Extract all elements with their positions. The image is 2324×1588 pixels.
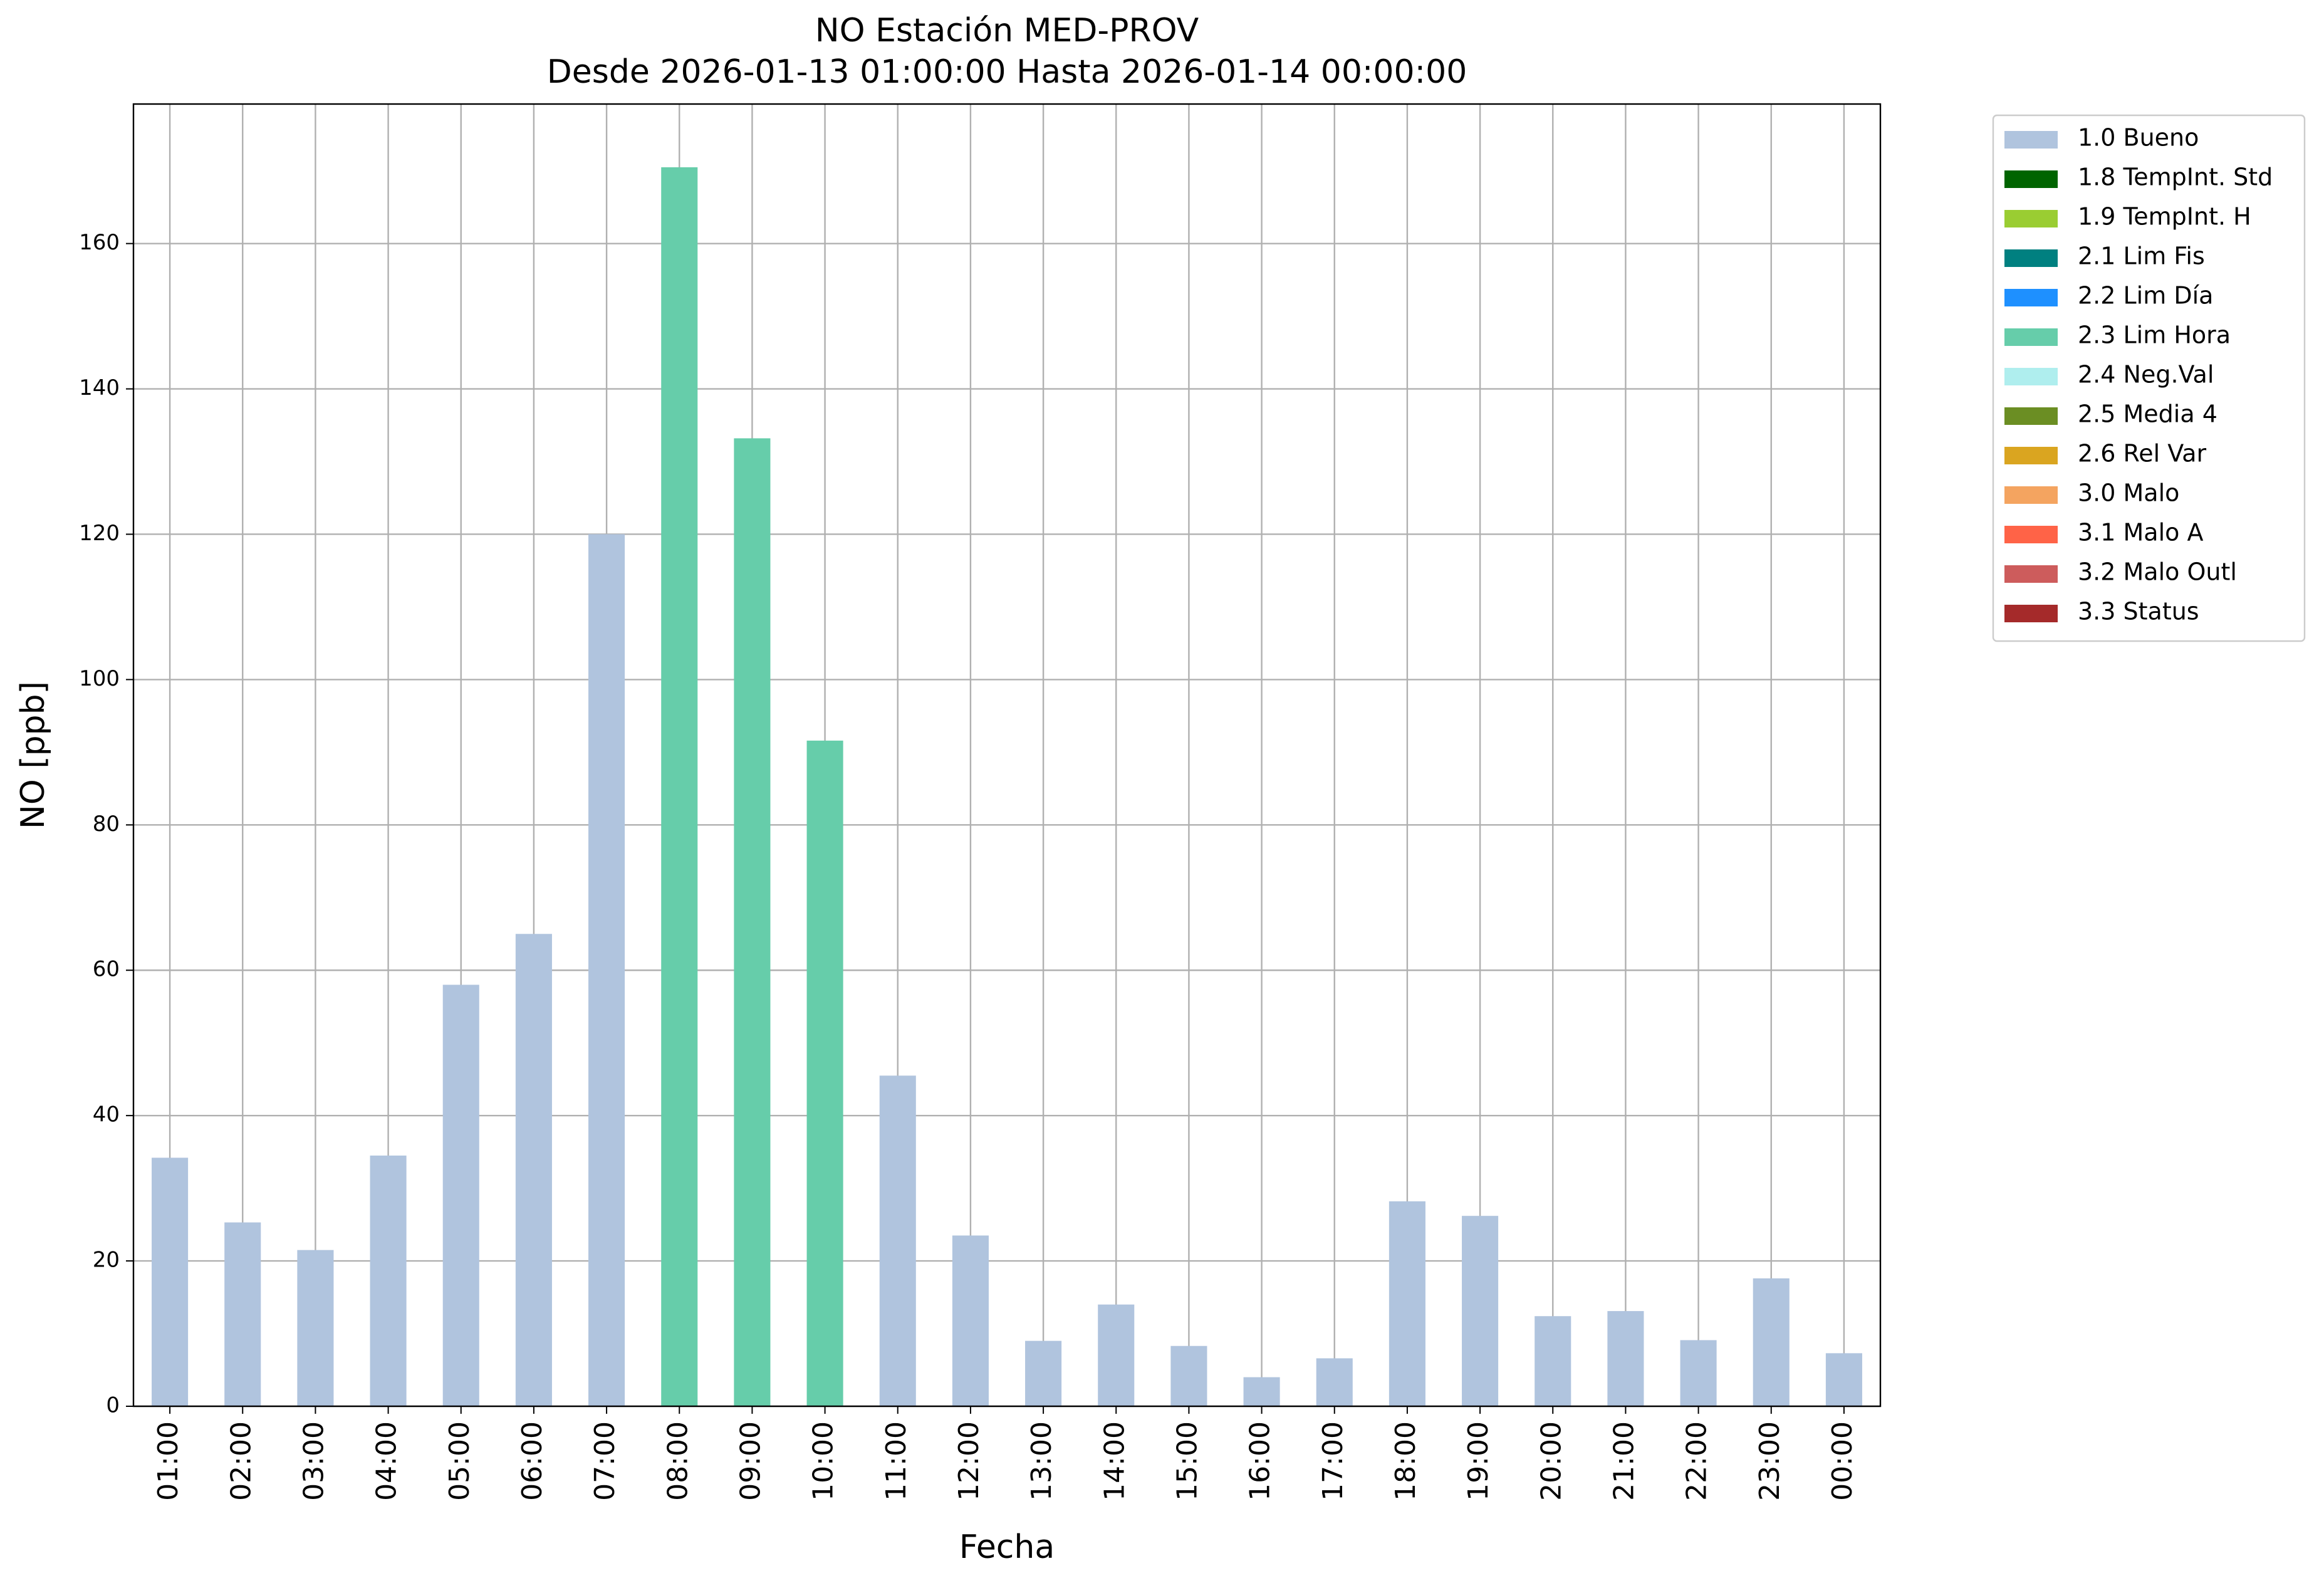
legend-label: 1.8 TempInt. Std (2078, 164, 2273, 191)
x-tick-label: 18:00 (1390, 1421, 1422, 1501)
x-tick-label: 15:00 (1171, 1421, 1203, 1501)
x-tick-label: 13:00 (1026, 1421, 1058, 1501)
legend-swatch (2004, 249, 2058, 267)
bar (1753, 1278, 1790, 1406)
y-tick-label: 0 (106, 1393, 120, 1418)
legend-label: 2.4 Neg.Val (2078, 361, 2214, 389)
legend-label: 2.5 Media 4 (2078, 400, 2217, 428)
legend-label: 2.3 Lim Hora (2078, 321, 2231, 349)
bar (515, 934, 552, 1406)
legend-label: 3.2 Malo Outl (2078, 558, 2237, 586)
x-tick-label: 14:00 (1098, 1421, 1130, 1501)
x-tick-label: 10:00 (808, 1421, 840, 1501)
x-tick-label: 07:00 (589, 1421, 621, 1501)
legend-label: 1.0 Bueno (2078, 124, 2199, 152)
bar (806, 740, 843, 1406)
legend-label: 2.1 Lim Fis (2078, 243, 2205, 270)
chart-subtitle: Desde 2026-01-13 01:00:00 Hasta 2026-01-… (547, 53, 1467, 91)
bar (297, 1250, 334, 1406)
bar (442, 985, 479, 1406)
legend-label: 2.6 Rel Var (2078, 440, 2207, 468)
plot-frame (132, 103, 1882, 1408)
legend-swatch (2004, 368, 2058, 385)
legend-swatch (2004, 565, 2058, 583)
bar (952, 1235, 989, 1406)
legend-label: 3.3 Status (2078, 598, 2199, 625)
x-tick-label: 06:00 (516, 1421, 548, 1501)
y-tick-label: 20 (93, 1248, 120, 1273)
legend-swatch (2004, 170, 2058, 188)
bar (152, 1157, 189, 1406)
legend-swatch (2004, 486, 2058, 504)
legend-swatch (2004, 328, 2058, 346)
x-tick-label: 19:00 (1462, 1421, 1494, 1501)
x-tick-label: 21:00 (1608, 1421, 1640, 1501)
bar (879, 1075, 916, 1406)
bar (661, 167, 698, 1407)
bar (1316, 1358, 1353, 1406)
bar (1243, 1377, 1280, 1406)
x-tick-label: 17:00 (1317, 1421, 1349, 1501)
legend-swatch (2004, 526, 2058, 543)
legend-swatch (2004, 289, 2058, 306)
legend-label: 2.2 Lim Día (2078, 282, 2213, 310)
x-tick-label: 20:00 (1535, 1421, 1567, 1501)
bar (588, 534, 625, 1406)
legend-box (1992, 114, 2306, 642)
x-tick-label: 23:00 (1754, 1421, 1786, 1501)
y-tick-label: 140 (79, 375, 120, 400)
x-tick-label: 02:00 (225, 1421, 257, 1501)
y-tick-label: 160 (79, 230, 120, 255)
y-tick-label: 120 (79, 521, 120, 546)
x-tick-label: 03:00 (298, 1421, 330, 1501)
y-tick-label: 40 (93, 1102, 120, 1127)
x-axis-label: Fecha (959, 1528, 1055, 1566)
bar (1535, 1316, 1571, 1406)
legend-label: 3.0 Malo (2078, 479, 2179, 507)
legend-swatch (2004, 407, 2058, 425)
y-tick-label: 100 (79, 666, 120, 691)
bar (224, 1222, 261, 1406)
legend-label: 1.9 TempInt. H (2078, 203, 2251, 231)
bar (1025, 1340, 1062, 1406)
bar (1607, 1311, 1644, 1406)
x-tick-label: 11:00 (880, 1421, 912, 1501)
bar (370, 1155, 407, 1406)
bar (1825, 1353, 1862, 1406)
x-tick-label: 08:00 (662, 1421, 694, 1501)
x-tick-label: 09:00 (734, 1421, 766, 1501)
bar (1680, 1340, 1717, 1406)
bar (1389, 1201, 1425, 1406)
x-tick-label: 01:00 (152, 1421, 184, 1501)
x-tick-label: 12:00 (953, 1421, 985, 1501)
x-tick-label: 16:00 (1244, 1421, 1276, 1501)
y-tick-label: 60 (93, 957, 120, 982)
legend-swatch (2004, 210, 2058, 227)
x-tick-label: 05:00 (444, 1421, 476, 1501)
x-tick-label: 04:00 (371, 1421, 403, 1501)
legend-label: 3.1 Malo A (2078, 519, 2203, 546)
x-tick-label: 00:00 (1826, 1421, 1858, 1501)
chart-title: NO Estación MED-PROV (815, 12, 1199, 50)
x-tick-label: 22:00 (1681, 1421, 1713, 1501)
legend-swatch (2004, 447, 2058, 464)
legend-swatch (2004, 605, 2058, 622)
bar (1098, 1304, 1135, 1406)
y-axis-label: NO [ppb] (14, 681, 52, 829)
bar (734, 438, 771, 1406)
legend-swatch (2004, 131, 2058, 149)
bar (1170, 1345, 1207, 1406)
y-tick-label: 80 (93, 812, 120, 837)
bar (1462, 1216, 1499, 1406)
